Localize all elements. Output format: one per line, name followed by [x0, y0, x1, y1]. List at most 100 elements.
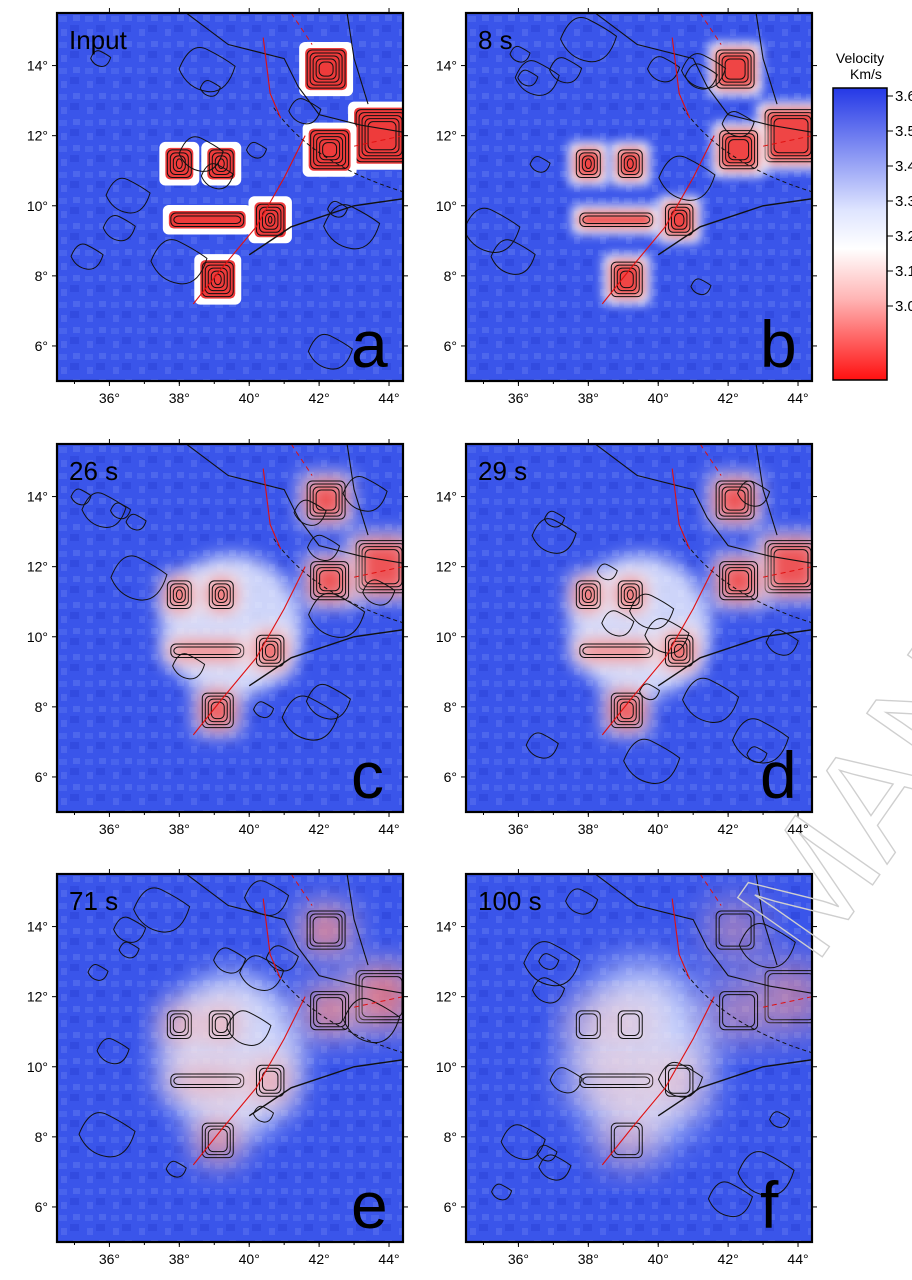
coastline-east [755, 13, 778, 105]
velocity-contour [264, 643, 276, 658]
x-tick-label: 38° [169, 390, 190, 406]
noise-contour [96, 1038, 130, 1065]
velocity-contour [318, 61, 334, 77]
anomaly-block [714, 909, 757, 952]
smeared-low-velocity-halo [161, 972, 302, 1141]
colorbar-tick-label: 3.2 [895, 228, 912, 245]
coastline-east [346, 444, 369, 536]
panel-a-map [57, 13, 403, 381]
velocity-contour [172, 586, 186, 603]
x-tick-label: 36° [508, 390, 529, 406]
noise-contours [491, 888, 796, 1218]
velocity-contour [211, 583, 231, 606]
noise-contour [305, 683, 351, 720]
axis-ticks: 36° 38° 40° 42° 44° 6° 8° 10° 12° 14° [27, 8, 408, 406]
velocity-contour [667, 206, 691, 233]
velocity-contour [201, 692, 234, 729]
velocity-contour [725, 567, 753, 595]
anomaly-block [165, 578, 194, 611]
velocity-contour [208, 580, 234, 609]
noise-contour [559, 17, 618, 63]
velocity-contour [715, 480, 755, 520]
colorbar-tick-label: 3.6 [895, 88, 912, 105]
noise-contour [342, 476, 388, 512]
anomaly-block [609, 1121, 645, 1160]
axis-ticks: 36° 38° 40° 42° 44° 6° 8° 10° 12° 14° [436, 8, 817, 406]
velocity-contour [367, 121, 397, 151]
noise-contour [738, 923, 796, 969]
noise-contour [178, 136, 224, 172]
velocity-contour [613, 1125, 640, 1156]
y-tick-label: 10° [436, 629, 457, 645]
noise-contour [646, 56, 681, 83]
dashed-boundary [682, 538, 812, 624]
velocity-contour [718, 52, 752, 86]
x-tick-label: 42° [718, 821, 739, 837]
panel-a: 36° 38° 40° 42° 44° 6° 8° 10° 12° 14° Input a [27, 8, 408, 406]
coastline [185, 13, 403, 133]
y-tick-label: 6° [444, 769, 457, 785]
velocity-contour [175, 158, 183, 169]
x-tick-label: 36° [99, 390, 120, 406]
panel-f-map [466, 874, 812, 1242]
velocity-contour [312, 486, 340, 514]
panel-letter: f [760, 1168, 779, 1242]
noise-contour [109, 502, 132, 520]
panel-letter: d [760, 738, 797, 812]
fault-line [248, 198, 403, 256]
velocity-contour [170, 643, 245, 659]
velocity-contour [255, 634, 285, 667]
velocity-contour [310, 561, 350, 601]
velocity-contour [617, 1010, 643, 1039]
velocity-contour [718, 913, 752, 947]
rift-axis-north [262, 898, 282, 980]
x-tick-label: 40° [239, 390, 260, 406]
noise-contour [549, 1067, 583, 1094]
noise-contour [681, 53, 727, 89]
panel-time-label: 8 s [478, 25, 513, 55]
coastline-east [346, 874, 369, 966]
y-tick-label: 10° [436, 198, 457, 214]
noise-contour [307, 333, 353, 370]
noise-contour [226, 1010, 272, 1046]
y-tick-label: 14° [436, 58, 457, 74]
noise-contour [213, 947, 247, 974]
rift-dashed [290, 874, 313, 906]
colorbar-tick-label: 3.3 [895, 193, 912, 210]
anomaly-block [254, 202, 286, 238]
noise-contour [491, 1183, 513, 1201]
panel-frame [55, 442, 405, 814]
panel-d: 36° 38° 40° 42° 44° 6° 8° 10° 12° 14° 29 s d [436, 439, 817, 837]
velocity-contour [610, 1122, 643, 1159]
velocity-contour [261, 209, 279, 230]
panel-letter: a [351, 307, 388, 381]
velocity-contour [217, 589, 225, 600]
velocity-contour [315, 58, 337, 80]
y-tick-label: 6° [444, 338, 457, 354]
panel-letter: e [351, 1168, 388, 1242]
noise-contour [70, 488, 92, 506]
noise-contour [517, 69, 539, 87]
anomaly-block [717, 559, 760, 602]
rift-axis [601, 996, 715, 1166]
x-tick-label: 36° [99, 1251, 120, 1267]
noise-contour [87, 964, 109, 981]
velocity-contour [581, 586, 595, 603]
velocity-contour [578, 583, 598, 606]
velocity-contour [613, 264, 640, 295]
velocity-contour [721, 55, 749, 83]
y-tick-label: 6° [35, 338, 48, 354]
x-tick-label: 40° [239, 821, 260, 837]
anomaly-block [308, 989, 351, 1032]
y-tick-label: 14° [27, 919, 48, 935]
velocity-contour [312, 55, 340, 83]
anomaly-block [165, 1008, 194, 1041]
y-tick-label: 6° [35, 769, 48, 785]
noise-contours [525, 480, 799, 784]
x-tick-label: 36° [99, 821, 120, 837]
noise-contour [293, 499, 327, 526]
y-tick-label: 10° [27, 1059, 48, 1075]
panel-time-label: 26 s [69, 456, 118, 486]
velocity-contour [582, 646, 651, 656]
velocity-contour [166, 1010, 192, 1039]
